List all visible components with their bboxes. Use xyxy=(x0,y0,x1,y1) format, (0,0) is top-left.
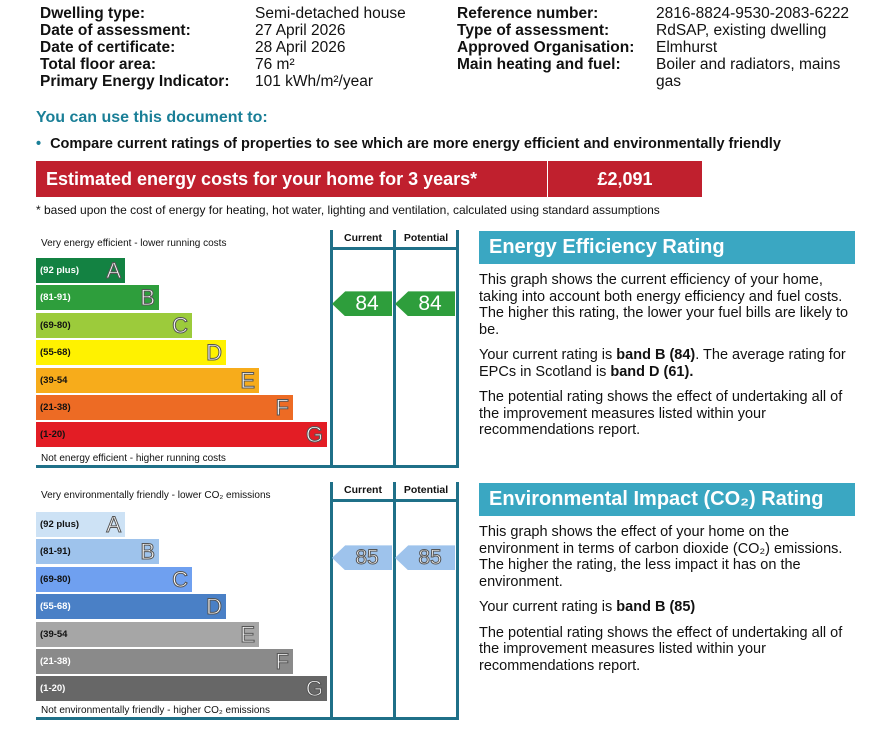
band-a: (92 plus) A xyxy=(36,512,125,538)
detail-value: Semi-detached house xyxy=(255,5,406,22)
band-range: (55-68) xyxy=(40,347,71,359)
band-letter: F xyxy=(275,395,289,421)
chart-bottom-line xyxy=(36,465,336,468)
detail-value: Elmhurst xyxy=(656,39,718,56)
energy-cost-bar: Estimated energy costs for your home for… xyxy=(36,161,702,197)
current-column xyxy=(330,230,396,468)
detail-label: Primary Energy Indicator: xyxy=(40,73,230,90)
band-b: (81-91) B xyxy=(36,539,159,565)
band-d: (55-68) D xyxy=(36,594,226,620)
ee-p1: This graph shows the current efficiency … xyxy=(479,272,849,338)
band-range: (81-91) xyxy=(40,546,71,558)
band-letter: E xyxy=(240,621,256,647)
top-caption: Very environmentally friendly - lower CO… xyxy=(41,490,271,501)
potential-column xyxy=(393,230,459,468)
current-column xyxy=(330,482,396,720)
band-range: (1-20) xyxy=(40,683,66,695)
band-e: (39-54 E xyxy=(36,621,259,647)
band-f: (21-38) F xyxy=(36,649,293,675)
band-letter: D xyxy=(206,594,223,620)
ee-panel-text: This graph shows the current efficiency … xyxy=(479,272,854,448)
detail-value: 2816-8824-9530-2083-6222 xyxy=(656,5,850,22)
band-c: (69-80) C xyxy=(36,566,192,592)
band-letter: C xyxy=(172,312,189,338)
band-letter: C xyxy=(172,566,189,592)
ee-p2: Your current rating is band B (84). The … xyxy=(479,347,846,380)
band-range: (21-38) xyxy=(40,402,71,413)
band-letter: G xyxy=(305,422,323,448)
potential-header: Potential xyxy=(403,484,449,496)
potential-rating-arrow: 84 xyxy=(395,291,455,317)
current-rating-arrow: 85 xyxy=(332,545,392,571)
detail-label: Type of assessment: xyxy=(457,22,610,39)
detail-value: RdSAP, existing dwelling xyxy=(656,22,827,39)
band-letter: E xyxy=(240,367,256,393)
bottom-caption: Not environmentally friendly - higher CO… xyxy=(41,705,270,716)
band-g: (1-20) G xyxy=(36,422,327,448)
ee-p3: The potential rating shows the effect of… xyxy=(479,389,843,438)
band-range: (39-54 xyxy=(40,628,68,640)
use-bullet-text: Compare current ratings of properties to… xyxy=(50,136,781,152)
band-a: (92 plus) A xyxy=(36,258,125,284)
band-letter: A xyxy=(106,258,122,284)
ei-panel-text: This graph shows the effect of your home… xyxy=(479,524,854,683)
detail-label: Date of certificate: xyxy=(40,39,176,56)
current-rating-arrow: 84 xyxy=(332,291,392,317)
energy-efficiency-chart: Very energy efficient - lower running co… xyxy=(36,230,459,468)
band-letter: B xyxy=(140,539,156,565)
band-letter: D xyxy=(206,340,223,366)
bottom-caption: Not energy efficient - higher running co… xyxy=(41,453,226,464)
band-letter: B xyxy=(140,285,156,311)
band-range: (92 plus) xyxy=(40,519,80,530)
current-header: Current xyxy=(344,484,382,496)
detail-label: Total floor area: xyxy=(40,56,156,73)
ei-p1: This graph shows the effect of your home… xyxy=(479,524,843,590)
band-range: (92 plus) xyxy=(40,265,80,276)
band-range: (81-91) xyxy=(40,292,71,304)
detail-label: Date of assessment: xyxy=(40,22,191,39)
band-letter: G xyxy=(305,676,323,702)
column-header-line xyxy=(330,499,459,502)
band-range: (69-80) xyxy=(40,319,71,331)
use-heading: You can use this document to: xyxy=(36,109,268,126)
detail-value: 76 m² xyxy=(255,56,295,73)
band-b: (81-91) B xyxy=(36,285,159,311)
detail-value: Boiler and radiators, mains gas xyxy=(656,56,841,90)
band-range: (39-54 xyxy=(40,374,68,386)
detail-value: 28 April 2026 xyxy=(255,39,346,56)
detail-label: Reference number: xyxy=(457,5,599,22)
energy-cost-value: £2,091 xyxy=(547,161,702,197)
energy-cost-label: Estimated energy costs for your home for… xyxy=(46,169,478,189)
detail-label: Approved Organisation: xyxy=(457,39,635,56)
top-caption: Very energy efficient - lower running co… xyxy=(41,238,227,249)
band-f: (21-38) F xyxy=(36,395,293,421)
column-header-line xyxy=(330,247,459,250)
detail-label: Dwelling type: xyxy=(40,5,146,22)
detail-label: Main heating and fuel: xyxy=(457,56,621,73)
band-d: (55-68) D xyxy=(36,340,226,366)
band-e: (39-54 E xyxy=(36,367,259,393)
potential-header: Potential xyxy=(403,232,449,244)
ei-p2: Your current rating is band B (85) xyxy=(479,599,696,615)
detail-value: 27 April 2026 xyxy=(255,22,346,39)
potential-rating-arrow: 85 xyxy=(395,545,455,571)
current-header: Current xyxy=(344,232,382,244)
environmental-impact-chart: Very environmentally friendly - lower CO… xyxy=(36,482,459,720)
band-c: (69-80) C xyxy=(36,312,192,338)
detail-value: 101 kWh/m²/year xyxy=(255,73,374,90)
use-bullet: • Compare current ratings of properties t… xyxy=(36,136,781,152)
band-range: (55-68) xyxy=(40,601,71,613)
energy-cost-note: * based upon the cost of energy for heat… xyxy=(36,203,660,217)
band-g: (1-20) G xyxy=(36,676,327,702)
band-letter: A xyxy=(106,512,122,538)
ei-panel-title: Environmental Impact (CO₂) Rating xyxy=(479,483,855,516)
band-range: (69-80) xyxy=(40,573,71,585)
band-range: (1-20) xyxy=(40,429,66,441)
band-range: (21-38) xyxy=(40,656,71,667)
ee-panel-title: Energy Efficiency Rating xyxy=(479,231,855,264)
ei-p3: The potential rating shows the effect of… xyxy=(479,624,843,674)
chart-bottom-line xyxy=(36,717,336,720)
band-letter: F xyxy=(275,649,289,675)
potential-column xyxy=(393,482,459,720)
